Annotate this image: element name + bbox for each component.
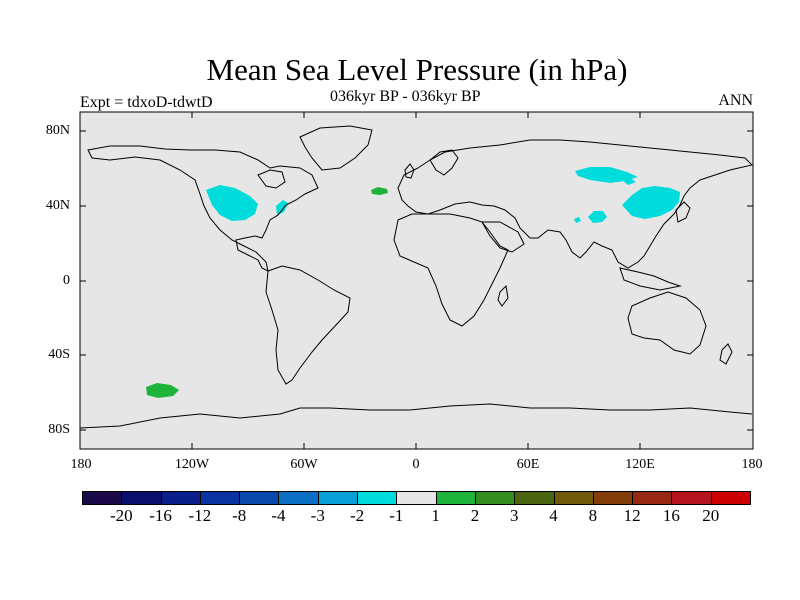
colorbar-label: 16 xyxy=(662,506,680,525)
region-tibet-small xyxy=(574,217,581,223)
colorbar-swatch xyxy=(632,491,673,505)
coast-new-zealand xyxy=(719,343,733,365)
coast-greenland xyxy=(299,125,373,171)
coast-north-america xyxy=(87,145,319,272)
colorbar-swatch xyxy=(514,491,555,505)
colorbar-swatch xyxy=(199,491,241,505)
lat-label-0: 0 xyxy=(63,273,70,288)
colorbar-label: -2 xyxy=(349,506,365,525)
region-east-asia xyxy=(622,186,680,219)
colorbar-label: -12 xyxy=(188,506,212,525)
coast-antarctica xyxy=(79,403,753,429)
colorbar-swatch xyxy=(474,491,516,505)
coast-britain xyxy=(404,163,415,179)
coast-scandinavia xyxy=(429,149,459,176)
coast-south-america xyxy=(265,265,351,385)
lon-label-180e: 180 xyxy=(741,457,763,472)
colorbar-label: -20 xyxy=(109,506,133,525)
season-label: ANN xyxy=(718,92,753,109)
lat-label-40n: 40N xyxy=(45,198,70,213)
axis-ticks xyxy=(80,112,753,449)
lon-label-120e: 120E xyxy=(625,457,655,472)
region-western-north-america xyxy=(206,185,258,221)
coast-arabia xyxy=(481,221,525,253)
colorbar-swatch xyxy=(82,491,123,505)
colorbar-label: 4 xyxy=(549,506,558,525)
coast-japan xyxy=(675,201,691,223)
colorbar-label: 12 xyxy=(623,506,641,525)
colorbar-swatch xyxy=(121,491,162,505)
colorbar-label: -3 xyxy=(310,506,325,525)
colorbar-label: -1 xyxy=(389,506,404,525)
colorbar-label: 20 xyxy=(702,506,720,525)
colorbar-label: -4 xyxy=(271,506,286,525)
colorbar-label: -8 xyxy=(232,506,247,525)
region-tibet xyxy=(588,211,607,223)
coastlines xyxy=(79,125,753,429)
colorbar-label: 1 xyxy=(431,506,440,525)
colorbar-swatch xyxy=(710,491,752,505)
colorbar-swatch xyxy=(553,491,594,505)
lon-label-0: 0 xyxy=(412,457,420,472)
coast-indonesia xyxy=(619,267,682,291)
region-great-lakes xyxy=(276,200,288,215)
colorbar-swatch xyxy=(592,491,634,505)
region-north-atlantic xyxy=(371,187,388,195)
period-label: 036kyr BP - 036kyr BP xyxy=(330,88,481,105)
coast-madagascar xyxy=(497,284,509,307)
colorbar-label: -16 xyxy=(149,506,172,525)
colorbar-label: 3 xyxy=(509,506,519,525)
colorbar-swatch xyxy=(396,491,437,505)
colorbar-swatch xyxy=(278,491,319,505)
colorbar-label: 8 xyxy=(588,506,598,525)
colorbar-swatch xyxy=(357,491,398,505)
experiment-label: Expt = tdxoD-tdwtD xyxy=(80,94,213,111)
colorbar-swatch xyxy=(671,491,712,505)
region-south-pacific xyxy=(146,383,179,398)
map-title: Mean Sea Level Pressure (in hPa) xyxy=(206,52,628,87)
lat-label-80s: 80S xyxy=(48,422,70,437)
lon-label-180w: 180 xyxy=(70,457,92,472)
colorbar-swatch xyxy=(435,491,476,505)
colorbar-label: 2 xyxy=(470,506,480,525)
region-east-asia-small xyxy=(622,178,636,185)
colorbar xyxy=(82,491,752,505)
coast-hudson-bay xyxy=(257,169,286,189)
coast-eurasia xyxy=(397,139,753,269)
ocean-background xyxy=(80,112,753,449)
lon-label-60w: 60W xyxy=(290,457,318,472)
region-siberia xyxy=(575,167,638,183)
coast-australia xyxy=(627,291,707,355)
colorbar-swatch xyxy=(317,491,359,505)
lat-label-80n: 80N xyxy=(45,123,70,138)
coast-africa xyxy=(393,213,509,327)
lon-label-60e: 60E xyxy=(516,457,540,472)
colorbar-swatch xyxy=(160,491,201,505)
lat-label-40s: 40S xyxy=(48,347,70,362)
lon-label-120w: 120W xyxy=(174,457,210,472)
colorbar-swatch xyxy=(239,491,280,505)
anomaly-regions xyxy=(146,167,680,398)
